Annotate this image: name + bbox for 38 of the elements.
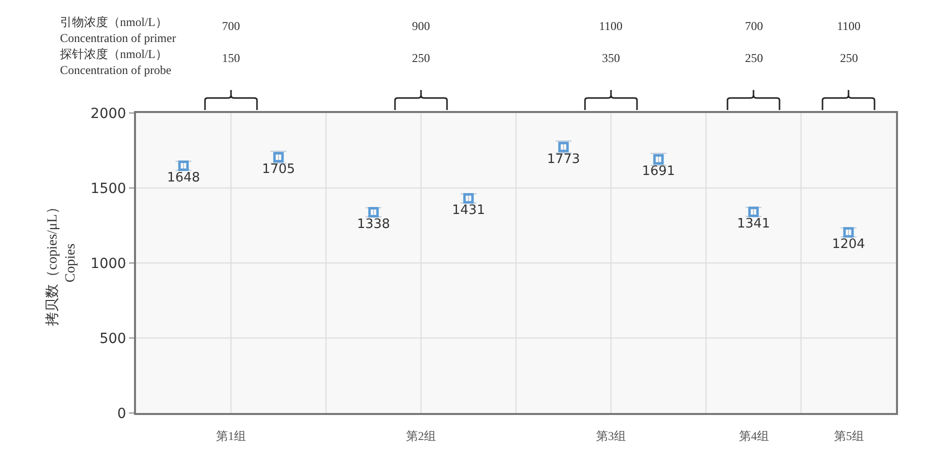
data-label: 1648 (166, 170, 200, 186)
y-tick-label: 1500 (90, 180, 126, 197)
y-tick-label: 2000 (90, 106, 126, 122)
text: 第1组 (216, 429, 246, 443)
text: 700 (222, 19, 240, 33)
y-tick-label: 500 (99, 330, 126, 347)
text: 900 (412, 19, 430, 33)
data-label: 1204 (832, 237, 866, 252)
text: 引物浓度（nmol/L） (60, 15, 168, 29)
text: Concentration of probe (60, 63, 172, 77)
y-axis-title: 拷贝数（copies/μL） Copies (44, 200, 79, 326)
text: 250 (412, 51, 430, 65)
text: 1100 (837, 19, 861, 33)
data-label: 1338 (356, 217, 390, 232)
text: 第3组 (596, 429, 626, 443)
text: 第2组 (406, 429, 436, 443)
point (748, 206, 759, 218)
y-tick-label: 0 (117, 406, 126, 422)
text: 700 (745, 19, 763, 33)
y-tick-label: 1000 (90, 256, 126, 272)
data-label: 1341 (736, 216, 770, 232)
data-label: 1773 (546, 152, 580, 167)
text: 250 (840, 51, 858, 65)
data-label: 1431 (452, 203, 486, 218)
point (368, 207, 379, 218)
data-label: 1691 (642, 164, 676, 180)
text: 250 (745, 51, 763, 65)
data-label: 1705 (262, 162, 296, 177)
point (463, 193, 474, 204)
text: 第5组 (834, 429, 864, 443)
text: 150 (222, 51, 240, 65)
point (178, 160, 189, 172)
text: Concentration of primer (60, 31, 176, 45)
point (843, 227, 854, 238)
text: 探针浓度（nmol/L） (60, 47, 168, 61)
text: 1100 (599, 19, 623, 33)
text: 第4组 (739, 429, 769, 443)
text: 350 (602, 51, 620, 65)
